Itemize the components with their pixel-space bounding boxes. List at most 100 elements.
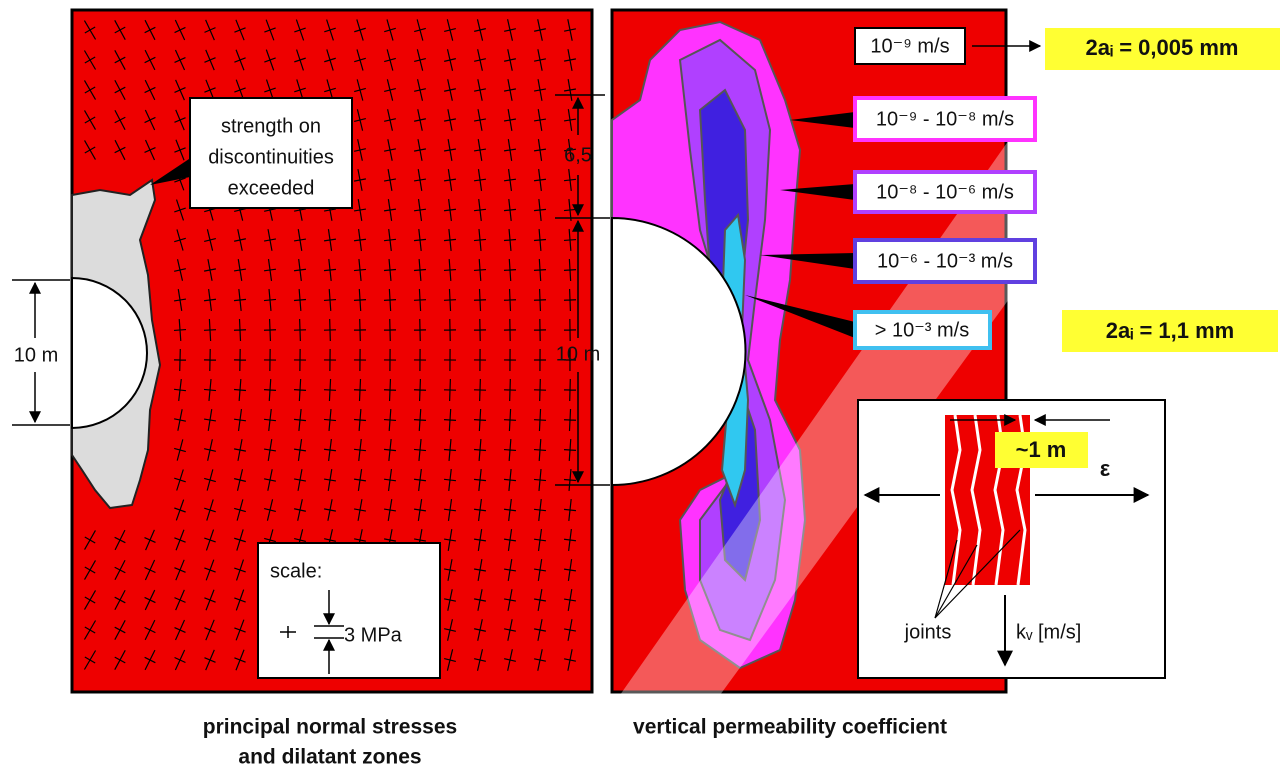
stress-cross [563, 49, 577, 71]
stress-cross [384, 19, 396, 41]
stress-cross [144, 559, 156, 581]
stress-cross [323, 348, 337, 372]
stress-cross [533, 529, 547, 551]
stress-cross [233, 378, 247, 402]
stress-cross [233, 288, 247, 312]
stress-cross [504, 19, 516, 41]
stress-cross [383, 318, 397, 342]
stress-cross [263, 288, 277, 312]
aperture-label: 2aᵢ = 0,005 mm [1086, 35, 1239, 60]
stress-cross [473, 348, 487, 372]
stress-cross [234, 79, 246, 101]
stress-cross [443, 469, 457, 491]
stress-cross [174, 499, 186, 521]
stress-cross [264, 499, 276, 521]
stress-cross [204, 619, 216, 641]
stress-cross [563, 109, 577, 131]
stress-cross [383, 378, 397, 402]
stress-cross [473, 589, 487, 611]
stress-cross [413, 469, 427, 491]
stress-cross [413, 288, 427, 312]
stress-cross [293, 288, 307, 312]
strain-label: ε [1100, 456, 1111, 481]
stress-cross [413, 228, 427, 252]
stress-cross [503, 408, 517, 432]
left-panel: strength on discontinuities exceeded 10 … [12, 8, 594, 769]
stress-cross [503, 288, 517, 312]
stress-cross [323, 469, 337, 491]
joint-leaders [934, 529, 1021, 619]
stress-cross [354, 49, 366, 71]
permeability-label: 10⁻⁸ - 10⁻⁶ m/s [876, 181, 1014, 203]
stress-cross [413, 438, 427, 462]
stress-cross [473, 468, 487, 492]
stress-cross [174, 229, 186, 251]
stress-cross [233, 318, 247, 342]
stress-cross [323, 378, 337, 402]
stress-cross [563, 529, 577, 551]
stress-cross [204, 229, 216, 251]
stress-cross [204, 529, 216, 551]
stress-cross [563, 169, 577, 191]
stress-cross [503, 589, 517, 611]
stress-cross [383, 169, 397, 191]
stress-cross [293, 408, 307, 432]
stress-cross [83, 590, 97, 610]
stress-cross [234, 49, 246, 71]
stress-cross [503, 468, 517, 492]
stress-cross [84, 140, 96, 160]
stress-cross [204, 49, 216, 71]
stress-cross [204, 19, 216, 41]
stress-cross [84, 530, 96, 550]
stress-cross [264, 469, 276, 491]
stress-cross [413, 378, 427, 402]
stress-cross [233, 439, 247, 461]
stress-cross [443, 378, 457, 402]
stress-cross [503, 199, 517, 221]
stress-cross [144, 589, 156, 611]
stress-cross [444, 79, 456, 101]
stress-cross [383, 438, 397, 462]
stress-cross [503, 169, 517, 191]
stress-cross [204, 499, 216, 521]
stress-cross [563, 619, 577, 641]
stress-cross [234, 559, 246, 581]
stress-cross [413, 199, 427, 221]
stress-cross [443, 199, 457, 221]
pointer [790, 112, 855, 128]
stress-cross [504, 49, 516, 71]
stress-cross [353, 469, 367, 491]
stress-cross [563, 348, 577, 372]
stress-cross [563, 498, 577, 522]
stress-cross [383, 199, 397, 221]
stress-cross [413, 169, 427, 191]
stress-cross [383, 229, 397, 251]
stress-cross [83, 110, 97, 130]
stress-cross [413, 139, 427, 161]
stress-cross [174, 559, 186, 581]
stress-cross [234, 499, 246, 521]
stress-cross [353, 378, 367, 402]
stress-cross [204, 649, 216, 671]
stress-cross [533, 468, 547, 492]
stress-cross [444, 19, 456, 41]
stress-cross [293, 469, 307, 491]
stress-cross [354, 109, 366, 131]
stress-cross [473, 109, 487, 131]
stress-cross [533, 318, 547, 342]
stress-cross [414, 109, 426, 131]
stress-cross [533, 169, 547, 191]
stress-cross [563, 228, 577, 252]
stress-cross [144, 649, 156, 671]
stress-cross [324, 49, 336, 71]
stress-cross [474, 649, 486, 671]
label-box [853, 170, 1037, 214]
stress-cross [534, 649, 546, 671]
stress-cross [353, 499, 367, 521]
stress-cross [383, 348, 397, 372]
stress-cross [413, 348, 427, 372]
stress-cross [354, 79, 366, 101]
stress-cross [114, 589, 126, 611]
stress-cross [144, 529, 156, 551]
